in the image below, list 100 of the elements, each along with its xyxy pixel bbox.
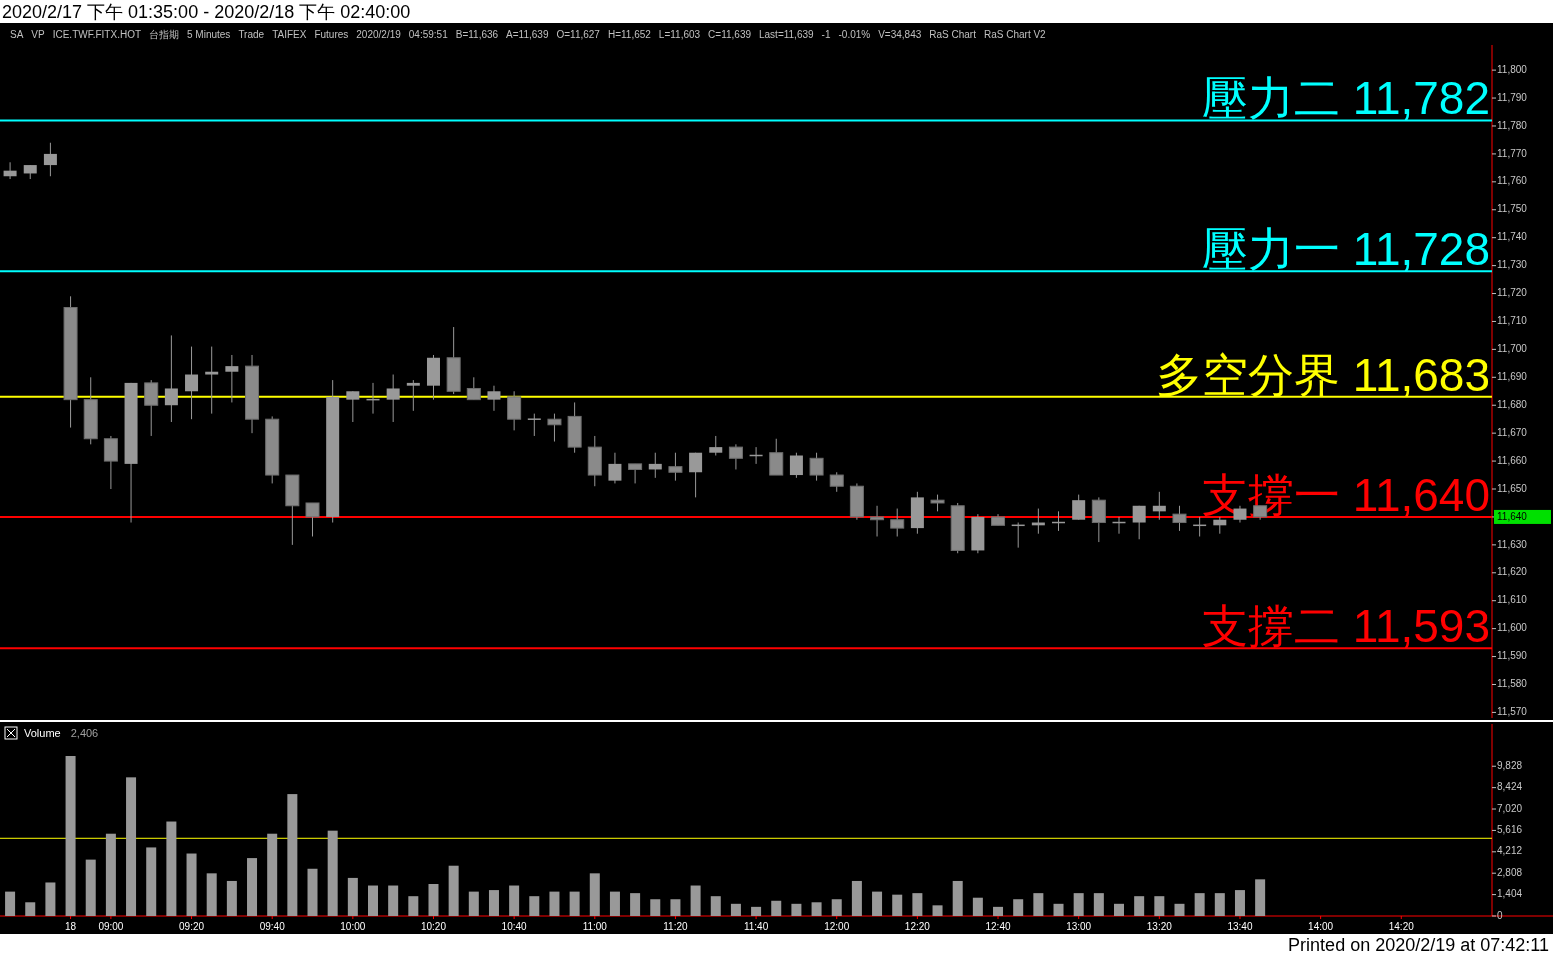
text: 5 Minutes	[187, 28, 231, 40]
candlestick	[689, 452, 703, 498]
candlestick	[769, 438, 784, 476]
bar	[509, 885, 520, 916]
text: -0.01%	[838, 28, 871, 40]
chart-title: 2020/2/17 下午 01:35:00 - 2020/2/18 下午 02:40:00	[2, 2, 411, 22]
x-tick-label: 11:20	[663, 921, 688, 932]
bar	[1114, 903, 1124, 916]
x-tick-label: 11:40	[743, 921, 769, 932]
bar	[267, 833, 278, 916]
bar	[206, 873, 217, 916]
bar	[126, 777, 137, 916]
bar	[1255, 879, 1266, 916]
y-tick-label: 1,404	[1497, 888, 1523, 900]
text: O=11,627	[556, 28, 601, 40]
y-tick-label: 11,800	[1497, 63, 1528, 75]
text: -1	[821, 28, 831, 40]
x-tick-label: 09:20	[179, 921, 205, 932]
bar	[226, 880, 237, 916]
bar	[166, 821, 177, 916]
x-tick-label: 13:40	[1227, 921, 1253, 932]
y-tick-label: 5,616	[1497, 824, 1523, 836]
candlestick	[728, 443, 743, 470]
candlestick	[829, 471, 844, 493]
chart-title: Volume	[24, 727, 61, 739]
bar	[1214, 893, 1225, 916]
bar	[428, 884, 439, 916]
text: 台指期	[149, 28, 180, 40]
bar	[710, 896, 721, 916]
bar	[287, 794, 298, 916]
y-tick-label: 11,750	[1497, 203, 1528, 215]
y-tick-label: 11,630	[1497, 538, 1528, 550]
candlestick	[305, 502, 320, 537]
y-tick-label: 11,610	[1497, 594, 1528, 606]
candlestick	[608, 452, 622, 484]
candlestick	[406, 379, 420, 412]
text: 04:59:51	[408, 28, 449, 40]
x-tick-label: 10:00	[340, 921, 366, 932]
text: B=11,636	[455, 28, 499, 40]
bar	[45, 882, 56, 916]
x-tick-label: 14:00	[1308, 921, 1334, 932]
candlestick	[527, 413, 542, 437]
bar	[1093, 893, 1104, 916]
text: Futures	[314, 28, 349, 40]
text: H=11,652	[607, 28, 652, 40]
candlestick	[43, 142, 57, 177]
bar	[1033, 893, 1044, 916]
candlestick	[466, 376, 481, 401]
bar	[368, 885, 378, 916]
y-tick-label: 8,424	[1497, 781, 1523, 793]
candlestick	[789, 452, 803, 479]
bar	[630, 893, 641, 916]
bar	[912, 893, 923, 916]
bar	[247, 858, 258, 916]
bar	[529, 896, 540, 916]
bar	[872, 891, 883, 916]
bar	[186, 853, 197, 916]
bar	[1053, 903, 1064, 916]
bar	[993, 906, 1004, 916]
chart-subtitle: 2,406	[70, 727, 99, 739]
candlestick	[103, 435, 118, 490]
text: Last=11,639	[759, 28, 815, 40]
y-tick-label: 0	[1497, 909, 1503, 921]
y-tick-label: 11,580	[1497, 678, 1528, 690]
bar	[609, 891, 620, 916]
candlestick	[346, 390, 360, 423]
y-tick-label: 11,620	[1497, 566, 1528, 578]
y-tick-label: 11,640	[1497, 510, 1528, 522]
text: V=34,843	[878, 28, 922, 40]
bar	[1134, 896, 1145, 916]
bar	[1073, 893, 1084, 916]
bar	[892, 894, 903, 916]
bar	[751, 906, 762, 916]
candlestick	[487, 385, 501, 412]
text: 2020/2/19	[356, 28, 402, 40]
y-tick-label: 11,700	[1497, 343, 1528, 355]
candlestick	[164, 334, 178, 423]
bar	[25, 902, 36, 916]
text: RaS Chart	[929, 28, 977, 40]
text: A=11,639	[506, 28, 549, 40]
bar	[448, 865, 459, 916]
ref-line-label: 支撐二 11,593	[1201, 600, 1490, 653]
y-tick-label: 11,740	[1497, 231, 1528, 243]
bar	[327, 830, 338, 916]
bar	[972, 897, 983, 916]
bar	[831, 899, 842, 916]
candlestick	[1091, 496, 1106, 543]
y-tick-label: 11,710	[1497, 315, 1528, 327]
bar	[771, 900, 782, 916]
y-tick-label: 11,590	[1497, 650, 1528, 662]
text: C=11,639	[708, 28, 752, 40]
x-tick-label: 14:20	[1388, 921, 1415, 932]
candlestick	[668, 452, 683, 482]
candlestick	[547, 413, 562, 443]
y-tick-label: 11,790	[1497, 91, 1528, 103]
bar	[1194, 893, 1205, 916]
ref-line-label: 多空分界 11,683	[1155, 348, 1490, 401]
x-tick-label: 12:20	[904, 921, 931, 932]
y-tick-label: 11,600	[1497, 622, 1528, 634]
text: Trade	[238, 28, 265, 40]
